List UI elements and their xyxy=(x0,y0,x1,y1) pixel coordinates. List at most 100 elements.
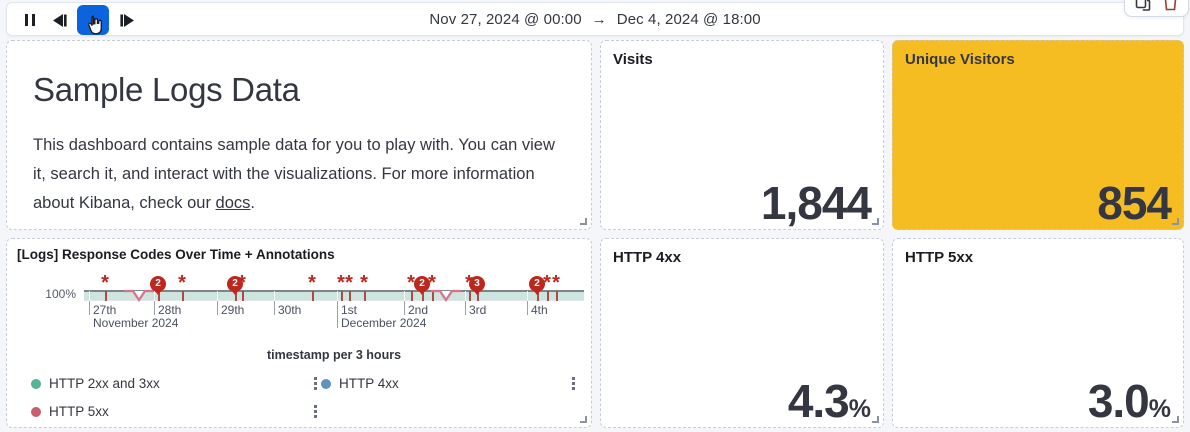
x-axis-title: timestamp per 3 hours xyxy=(266,348,402,362)
markdown-body: This dashboard contains sample data for … xyxy=(33,131,565,218)
legend-options-icon[interactable] xyxy=(568,375,579,392)
annotation-marker-icon[interactable]: * xyxy=(407,272,415,294)
x-axis-tick-label: 29th xyxy=(221,303,245,317)
annotation-badge[interactable]: 2 xyxy=(414,276,430,295)
resize-handle[interactable] xyxy=(872,218,879,225)
chart-legend: HTTP 2xx and 3xx HTTP 4xx HTTP 5xx xyxy=(31,375,581,420)
previous-frame-button[interactable] xyxy=(48,7,70,33)
legend-options-icon[interactable] xyxy=(310,375,321,392)
gridline xyxy=(337,291,338,301)
annotation-marker-icon[interactable]: * xyxy=(552,272,560,294)
legend-label: HTTP 2xx and 3xx xyxy=(49,376,160,391)
markdown-body-text: This dashboard contains sample data for … xyxy=(33,136,555,212)
trash-icon xyxy=(1164,0,1177,11)
annotation-line xyxy=(432,291,434,301)
annotation-marker-icon[interactable]: * xyxy=(345,272,353,294)
annotation-marker-icon[interactable]: * xyxy=(337,272,345,294)
annotation-line xyxy=(158,291,160,301)
docs-link[interactable]: docs xyxy=(215,194,251,212)
time-range-display[interactable]: Nov 27, 2024 @ 00:00 → Dec 4, 2024 @ 18:00 xyxy=(7,3,1183,37)
annotation-marker-icon[interactable]: * xyxy=(178,272,186,294)
legend-item-http-2xx-3xx[interactable]: HTTP 2xx and 3xx xyxy=(31,375,321,392)
annotation-marker-icon[interactable]: * xyxy=(360,272,368,294)
delete-button[interactable] xyxy=(1163,0,1178,11)
pause-icon xyxy=(25,14,35,26)
metric-value: 4.3% xyxy=(788,376,871,427)
annotation-badge[interactable]: 2 xyxy=(227,276,243,295)
metric-value: 3.0% xyxy=(1088,376,1171,427)
axis-tick xyxy=(89,301,90,315)
annotation-badge[interactable]: 2 xyxy=(529,276,545,295)
resize-handle[interactable] xyxy=(1172,416,1179,423)
axis-tick xyxy=(217,301,218,315)
annotation-line xyxy=(477,291,479,301)
x-axis-tick-label: 27th xyxy=(93,303,117,317)
copy-button[interactable] xyxy=(1135,0,1151,11)
gridline xyxy=(527,291,528,301)
resize-handle[interactable] xyxy=(580,218,587,225)
markdown-heading: Sample Logs Data xyxy=(33,71,300,108)
next-frame-button[interactable] xyxy=(116,7,138,33)
gridline xyxy=(404,291,405,301)
axis-tick xyxy=(154,301,155,315)
panel-http-4xx: HTTP 4xx 4.3% xyxy=(600,238,884,428)
dashboard-grid: Sample Logs Data This dashboard contains… xyxy=(6,40,1184,428)
legend-dot xyxy=(31,378,41,389)
gridline xyxy=(154,291,155,301)
x-axis-tick-label: 4th xyxy=(531,303,548,317)
legend-label: HTTP 5xx xyxy=(49,404,109,419)
legend-dot xyxy=(31,406,41,417)
annotation-line xyxy=(349,291,351,301)
x-axis-tick-label: 2nd xyxy=(408,303,429,317)
x-axis-month-label: November 2024 xyxy=(93,316,179,330)
annotation-line xyxy=(469,291,471,301)
gridline xyxy=(217,291,218,301)
panel-response-codes-chart: [Logs] Response Codes Over Time + Annota… xyxy=(6,238,592,428)
metric-unit: % xyxy=(848,395,871,424)
annotation-badge[interactable]: 2 xyxy=(150,276,166,295)
annotation-line xyxy=(242,291,244,301)
time-slider-bar: Nov 27, 2024 @ 00:00 → Dec 4, 2024 @ 18:00 xyxy=(6,0,1189,37)
chart-plot[interactable]: 100% 27th November 2024 28th 29th 30th 1st Dec… xyxy=(45,273,584,334)
axis-tick xyxy=(404,301,405,315)
resize-handle[interactable] xyxy=(872,416,879,423)
annotation-badge[interactable]: 3 xyxy=(469,276,485,295)
panel-http-5xx: HTTP 5xx 3.0% xyxy=(892,238,1184,428)
annotation-line xyxy=(411,291,413,301)
annotation-marker-icon[interactable]: * xyxy=(463,273,475,293)
time-range-start: Nov 27, 2024 @ 00:00 xyxy=(429,11,582,28)
panel-title: HTTP 4xx xyxy=(613,249,682,266)
panel-unique-visitors: Unique Visitors 854 xyxy=(892,40,1184,230)
x-axis-tick-label: 30th xyxy=(278,303,302,317)
axis-tick xyxy=(465,301,466,315)
series-dip xyxy=(431,289,461,302)
annotation-line xyxy=(547,291,549,301)
legend-dot xyxy=(321,378,331,389)
annotation-marker-icon[interactable]: * xyxy=(101,272,109,294)
axis-tick xyxy=(337,301,338,328)
time-range-end: Dec 4, 2024 @ 18:00 xyxy=(616,11,761,28)
metric-unit: % xyxy=(1148,395,1171,424)
panel-title: HTTP 5xx xyxy=(905,249,974,266)
panel-hover-actions xyxy=(1124,0,1189,17)
legend-item-http-5xx[interactable]: HTTP 5xx xyxy=(31,403,321,420)
annotation-marker-icon[interactable]: * xyxy=(308,272,316,294)
legend-options-icon[interactable] xyxy=(310,403,321,420)
annotation-marker-icon[interactable]: * xyxy=(543,272,551,294)
markdown-body-period: . xyxy=(250,194,255,212)
x-axis-tick-label: 28th xyxy=(158,303,182,317)
annotation-line xyxy=(341,291,343,301)
panel-title: Unique Visitors xyxy=(905,51,1015,68)
resize-handle[interactable] xyxy=(1172,218,1179,225)
metric-number: 4.3 xyxy=(787,375,850,428)
legend-item-http-4xx[interactable]: HTTP 4xx xyxy=(321,375,579,392)
chart-title: [Logs] Response Codes Over Time + Annota… xyxy=(17,247,335,262)
chart-area: 100% 27th November 2024 28th 29th 30th 1st Dec… xyxy=(17,273,584,420)
annotation-marker-icon[interactable]: * xyxy=(428,272,436,294)
panel-sample-logs-data: Sample Logs Data This dashboard contains… xyxy=(6,40,592,230)
arrow-right-icon: → xyxy=(591,11,607,28)
gridline xyxy=(89,291,90,301)
resize-handle[interactable] xyxy=(580,416,587,423)
metric-value: 1,844 xyxy=(760,177,872,230)
pause-button[interactable] xyxy=(19,7,41,33)
